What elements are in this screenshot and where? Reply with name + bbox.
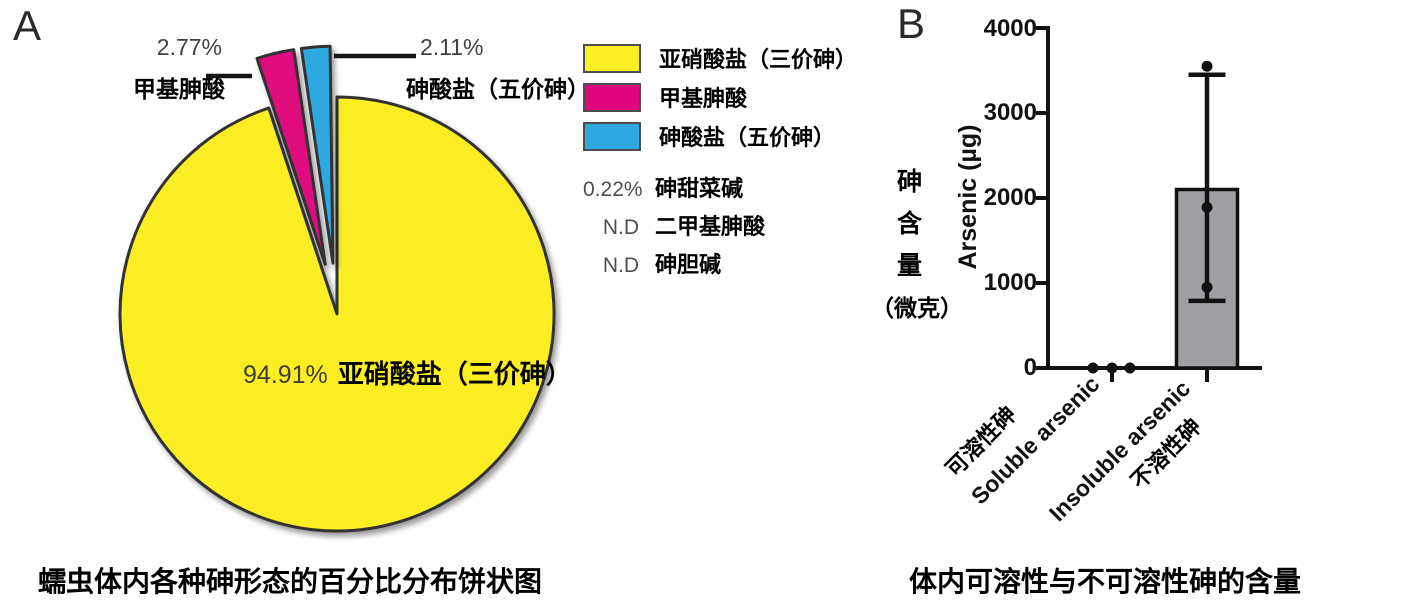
- dimethylarsinic-label: 二甲基胂酸: [655, 214, 766, 239]
- panel-b-caption: 体内可溶性与不可溶性砷的含量: [908, 567, 1301, 598]
- legend-label-methylarsonic: 甲基胂酸: [659, 86, 748, 111]
- panel-a-letter: A: [13, 2, 42, 49]
- y-axis-label-chinese-char-2: 含: [897, 211, 923, 238]
- panel-a-caption: 蠕虫体内各种砷形态的百分比分布饼状图: [37, 567, 542, 598]
- y-tick-1000: 1000: [983, 269, 1037, 296]
- legend-label-arsenite: 亚硝酸盐（三价砷）: [659, 47, 858, 72]
- pie-main-slice-percent: 94.91%: [243, 361, 328, 389]
- legend-row-methylarsonic: 甲基胂酸: [583, 82, 747, 112]
- pie-main-slice-label: 94.91% 亚硝酸盐（三价砷）: [243, 354, 572, 391]
- pie-main-slice-name: 亚硝酸盐（三价砷）: [337, 360, 572, 389]
- callout-methylarsonic-percent: 2.77%: [156, 34, 222, 60]
- arsenobetaine-label: 砷甜菜碱: [655, 176, 744, 201]
- legend-row-arsenate: 砷酸盐（五价砷）: [583, 121, 835, 151]
- y-tick-2000: 2000: [983, 184, 1037, 211]
- callout-arsenate-percent: 2.11%: [420, 34, 484, 60]
- dimethylarsinic-value: N.D: [602, 216, 639, 239]
- legend-text-row-dimethylarsinic: N.D 二甲基胂酸: [583, 209, 765, 241]
- y-tick-4000: 4000: [983, 15, 1037, 42]
- y-axis-label-chinese-char-1: 砷: [897, 169, 923, 196]
- legend-text-row-arsenobetaine: 0.22% 砷甜菜碱: [583, 171, 743, 203]
- arsenocholine-value: N.D: [602, 254, 639, 277]
- y-tick-0: 0: [1023, 354, 1037, 381]
- panel-b-letter: B: [897, 0, 926, 47]
- legend-swatch-methylarsonic: [583, 82, 641, 112]
- callout-methylarsonic-label: 甲基胂酸: [133, 77, 225, 102]
- legend-row-arsenite: 亚硝酸盐（三价砷）: [583, 43, 857, 73]
- pie-chart: [118, 44, 556, 533]
- legend-label-arsenate: 砷酸盐（五价砷）: [659, 125, 836, 150]
- bar-chart: [1036, 26, 1262, 382]
- y-axis-label-chinese-char-3: 量: [897, 253, 923, 280]
- arsenobetaine-percent: 0.22%: [583, 178, 643, 201]
- legend-text-row-arsenocholine: N.D 砷胆碱: [583, 247, 721, 279]
- y-tick-3000: 3000: [983, 99, 1037, 126]
- callout-arsenate-label: 砷酸盐（五价砷）: [406, 77, 590, 102]
- legend-swatch-arsenite: [583, 43, 641, 73]
- legend-swatch-arsenate: [583, 121, 641, 151]
- arsenocholine-label: 砷胆碱: [655, 252, 722, 277]
- y-axis-label-chinese-unit: （微克）: [871, 296, 963, 321]
- y-axis-label-english: Arsenic (µg): [954, 124, 982, 270]
- pie-callout-lines: [206, 53, 416, 79]
